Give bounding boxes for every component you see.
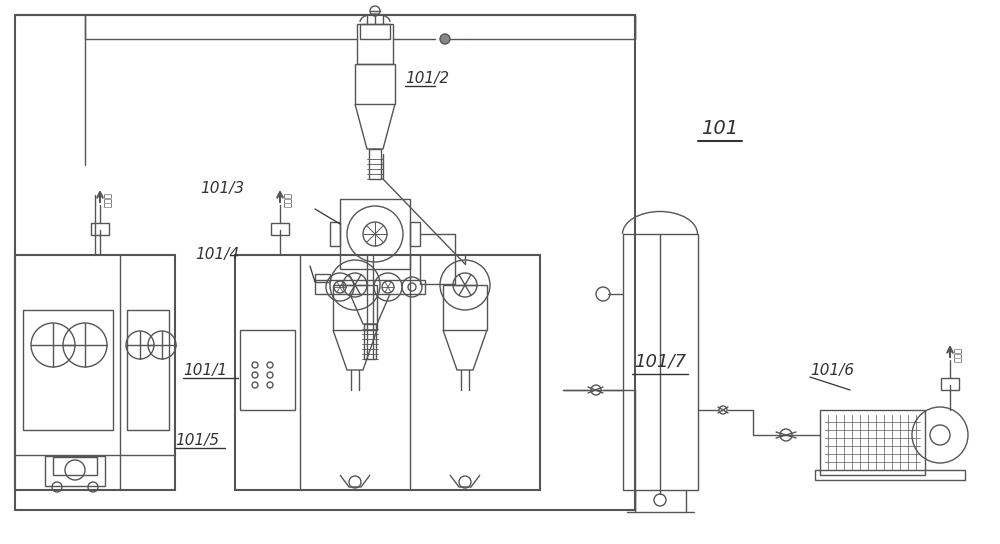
Bar xyxy=(271,223,289,235)
Bar xyxy=(443,285,487,330)
Bar xyxy=(357,24,393,64)
Bar xyxy=(15,15,635,510)
Bar xyxy=(360,24,390,39)
Bar xyxy=(623,234,698,490)
Text: 101/1: 101/1 xyxy=(183,362,227,378)
Text: 101/3: 101/3 xyxy=(200,182,244,196)
Text: 排气口: 排气口 xyxy=(954,347,963,362)
Bar xyxy=(330,222,340,246)
Text: 101/7: 101/7 xyxy=(634,353,686,371)
Text: 排气口: 排气口 xyxy=(104,192,113,207)
Circle shape xyxy=(440,34,450,44)
Bar xyxy=(369,149,381,179)
Bar xyxy=(815,470,965,480)
Bar xyxy=(235,255,540,490)
Bar xyxy=(941,378,959,390)
Bar xyxy=(410,222,420,246)
Bar xyxy=(127,310,169,430)
Bar xyxy=(53,457,97,475)
Bar xyxy=(23,310,113,430)
Text: 101/6: 101/6 xyxy=(810,362,854,378)
Text: 101: 101 xyxy=(701,120,739,139)
Bar xyxy=(364,324,376,359)
Bar xyxy=(240,330,295,410)
Text: 101/5: 101/5 xyxy=(175,432,219,448)
Bar xyxy=(820,410,925,475)
Bar xyxy=(333,285,377,330)
Bar xyxy=(315,274,330,282)
Bar xyxy=(340,199,410,269)
Text: 101/4: 101/4 xyxy=(195,246,239,262)
Bar xyxy=(355,64,395,104)
Text: 排气口: 排气口 xyxy=(284,192,293,207)
Bar xyxy=(315,280,425,294)
Bar xyxy=(15,255,175,490)
Bar xyxy=(45,456,105,486)
Text: 101/2: 101/2 xyxy=(405,71,449,86)
Bar xyxy=(91,223,109,235)
